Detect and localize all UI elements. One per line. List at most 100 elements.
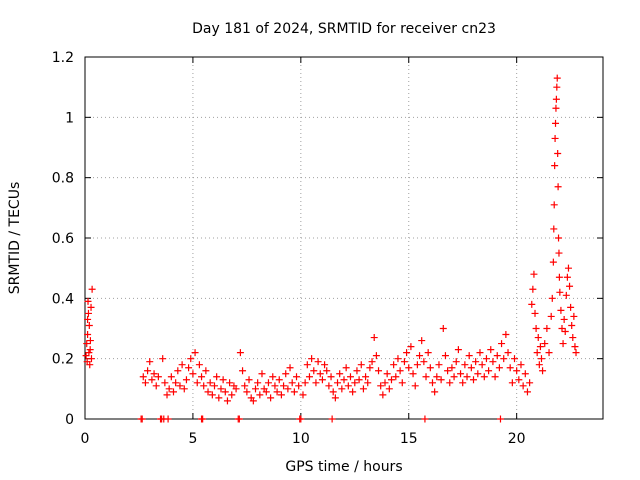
data-point	[293, 373, 301, 381]
data-point	[489, 358, 497, 366]
y-tick-label: 0.4	[52, 291, 74, 307]
data-point	[249, 397, 257, 405]
data-point	[478, 361, 486, 369]
data-point	[235, 415, 243, 423]
data-point	[411, 382, 419, 390]
data-point	[232, 385, 240, 393]
x-tick-label: 0	[81, 431, 90, 447]
data-point	[262, 388, 270, 396]
data-point	[208, 391, 216, 399]
data-point	[84, 297, 92, 305]
data-point	[158, 415, 166, 423]
data-point	[359, 385, 367, 393]
data-points	[82, 74, 580, 423]
data-point	[569, 334, 577, 342]
data-point	[491, 373, 499, 381]
data-point	[329, 388, 337, 396]
data-point	[552, 104, 560, 112]
data-point	[146, 358, 154, 366]
grid	[85, 57, 603, 419]
data-point	[275, 376, 283, 384]
data-point	[502, 331, 510, 339]
data-point	[215, 394, 223, 402]
data-point	[420, 358, 428, 366]
data-point	[517, 361, 525, 369]
data-point	[523, 388, 531, 396]
x-tick-label: 5	[188, 431, 197, 447]
data-point	[444, 367, 452, 375]
data-point	[535, 361, 543, 369]
data-point	[342, 364, 350, 372]
y-tick-label: 1.2	[52, 50, 74, 66]
data-point	[245, 376, 253, 384]
data-point	[346, 373, 354, 381]
data-point	[381, 379, 389, 387]
data-point	[532, 325, 540, 332]
data-point	[533, 349, 541, 357]
data-point	[552, 119, 560, 127]
chart-title: Day 181 of 2024, SRMTID for receiver cn2…	[192, 21, 496, 37]
y-axis-label: SRMTID / TECUs	[7, 182, 23, 295]
data-point	[193, 379, 201, 387]
data-point	[548, 294, 556, 302]
data-point	[277, 391, 285, 399]
data-point	[148, 376, 156, 384]
data-point	[495, 364, 503, 372]
data-point	[152, 382, 160, 390]
data-point	[482, 355, 490, 363]
data-point	[511, 355, 519, 363]
data-point	[310, 367, 318, 375]
data-point	[457, 370, 465, 378]
data-point	[422, 373, 430, 381]
data-point	[288, 379, 296, 387]
data-point	[86, 361, 94, 369]
data-point	[426, 364, 434, 372]
data-point	[521, 370, 529, 378]
data-point	[416, 352, 424, 360]
data-point	[195, 361, 203, 369]
data-point	[364, 379, 372, 387]
data-point	[256, 391, 264, 399]
data-point	[448, 364, 456, 372]
data-point	[551, 134, 559, 142]
data-point	[529, 285, 537, 293]
data-point	[204, 388, 212, 396]
data-point	[394, 355, 402, 363]
data-point	[316, 370, 324, 378]
data-point	[421, 415, 429, 423]
data-point	[390, 361, 398, 369]
x-tick-label: 10	[292, 431, 310, 447]
data-point	[472, 358, 480, 366]
data-point	[396, 367, 404, 375]
data-point	[407, 343, 415, 351]
data-point	[551, 162, 559, 170]
data-point	[163, 391, 171, 399]
data-point	[344, 382, 352, 390]
data-point	[84, 315, 92, 323]
data-point	[180, 385, 188, 393]
data-point	[485, 367, 493, 375]
data-point	[198, 373, 206, 381]
data-point	[165, 385, 173, 393]
data-point	[357, 361, 365, 369]
data-point	[370, 334, 378, 342]
data-point	[534, 334, 542, 342]
data-point	[450, 373, 458, 381]
data-point	[526, 379, 534, 387]
y-tick-label: 0.2	[52, 352, 74, 368]
data-point	[362, 373, 370, 381]
data-point	[144, 367, 152, 375]
data-point	[187, 355, 195, 363]
data-point	[269, 373, 277, 381]
data-point	[200, 382, 208, 390]
data-point	[161, 379, 169, 387]
data-point	[88, 285, 96, 293]
data-point	[349, 388, 357, 396]
data-point	[258, 370, 266, 378]
data-point	[413, 361, 421, 369]
data-point	[150, 370, 158, 378]
data-point	[211, 382, 218, 390]
data-point	[191, 349, 199, 357]
data-point	[336, 370, 344, 378]
